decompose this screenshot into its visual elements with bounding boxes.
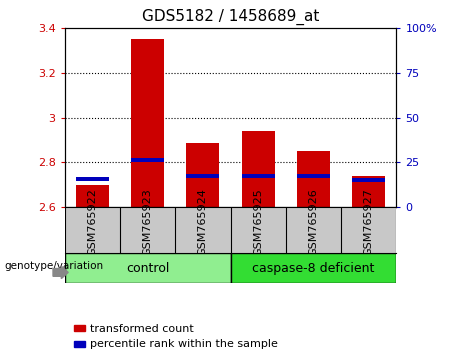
- Bar: [242, 174, 275, 178]
- Bar: [352, 178, 385, 182]
- Text: GDS5182 / 1458689_at: GDS5182 / 1458689_at: [142, 9, 319, 25]
- Text: genotype/variation: genotype/variation: [5, 261, 104, 272]
- Bar: [131, 40, 164, 207]
- Text: caspase-8 deficient: caspase-8 deficient: [252, 262, 375, 275]
- Bar: [186, 174, 219, 178]
- Bar: [297, 174, 330, 178]
- Bar: [230, 253, 396, 283]
- Bar: [242, 131, 275, 207]
- Text: percentile rank within the sample: percentile rank within the sample: [90, 339, 278, 349]
- Bar: [131, 158, 164, 162]
- Bar: [65, 253, 230, 283]
- Bar: [186, 143, 219, 207]
- Bar: [297, 151, 330, 207]
- Text: transformed count: transformed count: [90, 324, 194, 333]
- Bar: [352, 176, 385, 207]
- Text: control: control: [126, 262, 169, 275]
- Bar: [76, 185, 109, 207]
- Bar: [76, 177, 109, 181]
